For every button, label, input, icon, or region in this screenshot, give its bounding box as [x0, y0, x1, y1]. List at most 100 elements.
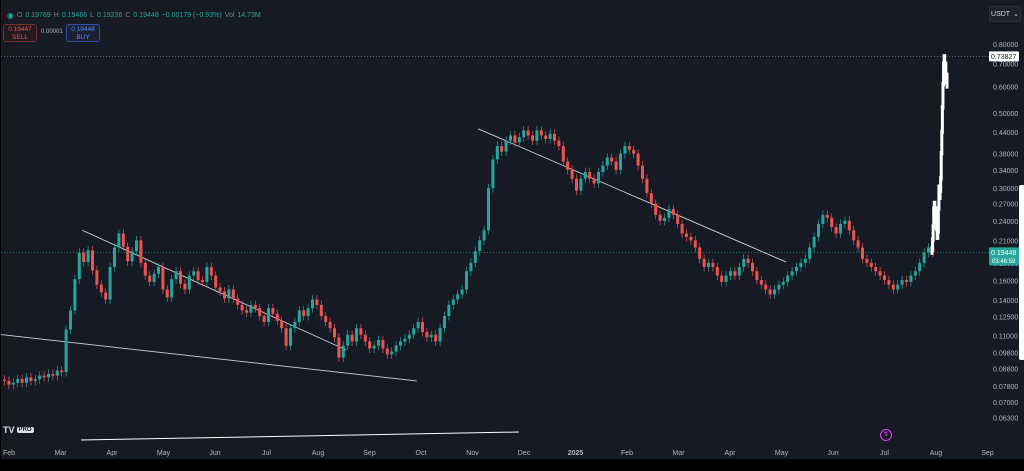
candle-body — [517, 137, 521, 143]
current-price-label — [989, 247, 1019, 266]
candle-body — [227, 289, 231, 299]
projection-candle — [936, 229, 940, 240]
candle-body — [51, 373, 55, 376]
candle-body — [407, 334, 411, 339]
candle-body — [597, 172, 600, 184]
candle-body — [830, 217, 834, 228]
candle-body — [478, 240, 482, 252]
candle-body — [346, 334, 350, 346]
candle-body — [25, 377, 28, 383]
candle-body — [737, 266, 741, 276]
candle-body — [60, 370, 64, 373]
candle-body — [663, 217, 666, 221]
y-tick-label: 0.07800 — [993, 384, 1018, 391]
high-value: 0.19466 — [61, 11, 88, 19]
candle-body — [42, 375, 46, 378]
projection-candle — [936, 206, 940, 234]
x-tick-label: May — [157, 450, 171, 457]
candle-body — [64, 329, 68, 373]
x-tick-label: Feb — [3, 450, 15, 457]
x-tick-label: Aug — [930, 450, 943, 457]
candle-body — [280, 320, 284, 329]
change-value: −0.00179 (−0.93%) — [161, 11, 222, 19]
candle-body — [795, 266, 798, 272]
candle-body — [152, 273, 156, 282]
candle-body — [99, 284, 103, 293]
candle-body — [649, 193, 653, 204]
coin-icon: ◉ — [7, 10, 14, 20]
candle-body — [377, 340, 380, 346]
candle-body — [425, 332, 429, 338]
y-tick-label: 0.24000 — [993, 219, 1018, 226]
candle-body — [883, 275, 886, 281]
time-axis[interactable]: Feb Mar Apr May Jun Jul Aug Sep Oct Nov Dec 2025 Feb… — [3, 450, 994, 457]
candle-body — [55, 370, 59, 376]
candle-body — [29, 377, 33, 381]
candle-body — [218, 287, 222, 292]
scroll-handle[interactable] — [1019, 185, 1024, 360]
x-tick-label: Oct — [416, 450, 427, 457]
y-tick-label: 0.44000 — [993, 130, 1018, 137]
sell-button[interactable]: 0.19447 SELL — [3, 24, 37, 42]
candle-body — [755, 271, 759, 281]
candle-body — [627, 146, 631, 150]
candle-body — [135, 240, 138, 252]
candle-body — [333, 328, 336, 338]
candle-body — [566, 161, 570, 170]
x-tick-label: May — [775, 450, 789, 457]
candle-body — [861, 247, 864, 259]
candle-body — [592, 178, 596, 184]
candle-body — [324, 316, 328, 323]
candle-body — [852, 230, 856, 241]
candle-body — [306, 308, 310, 317]
pro-badge: PRO — [16, 427, 34, 433]
y-tick-label: 0.34000 — [993, 168, 1018, 175]
candle-body — [16, 379, 20, 383]
candle-body — [443, 316, 446, 329]
candle-body — [108, 266, 112, 300]
low-label: L — [90, 11, 95, 19]
candle-body — [11, 382, 15, 385]
candle-body — [500, 146, 504, 152]
candle-body — [487, 188, 490, 231]
buy-label: BUY — [76, 34, 90, 41]
candle-body — [781, 281, 785, 285]
bottom-indicator-line — [80, 431, 520, 441]
projection-candle — [939, 176, 943, 193]
buy-button[interactable]: 0.19448 BUY — [66, 24, 100, 42]
candle-body — [249, 304, 253, 313]
candle-body — [808, 247, 812, 259]
candle-body — [711, 262, 715, 267]
y-tick-label: 0.16000 — [993, 278, 1018, 285]
candle-body — [429, 334, 433, 338]
flash-icon[interactable]: ↯ — [880, 429, 892, 441]
candle-body — [539, 130, 543, 136]
candle-body — [834, 227, 838, 234]
candle-body — [658, 214, 662, 221]
projection-candle — [930, 246, 934, 255]
candle-body — [284, 328, 288, 346]
candle-body — [843, 220, 847, 224]
x-tick-label: Sep — [981, 450, 994, 457]
close-value: 0.19448 — [133, 11, 159, 19]
price-axis[interactable]: 0.80000 0.70000 0.60000 0.50000 0.44000 0.380… — [993, 42, 1018, 422]
candle-body — [223, 291, 226, 299]
candle-body — [337, 337, 341, 358]
candle-body — [148, 275, 152, 282]
candle-body — [909, 275, 913, 282]
candle-body — [825, 214, 829, 218]
x-tick-label: Mar — [672, 450, 685, 457]
candle-body — [654, 203, 658, 215]
candle-body — [522, 130, 526, 138]
y-tick-label: 0.06300 — [993, 415, 1018, 422]
currency-select[interactable]: USDT ⌄ — [989, 6, 1021, 22]
candle-body — [685, 233, 688, 237]
candle-body — [3, 379, 6, 381]
y-tick-label: 0.12500 — [993, 315, 1018, 322]
candle-body — [104, 292, 108, 300]
candle-body — [742, 258, 746, 267]
candle-body — [187, 275, 191, 290]
descending-resistance-2024 — [82, 229, 347, 351]
candle-body — [482, 230, 486, 241]
